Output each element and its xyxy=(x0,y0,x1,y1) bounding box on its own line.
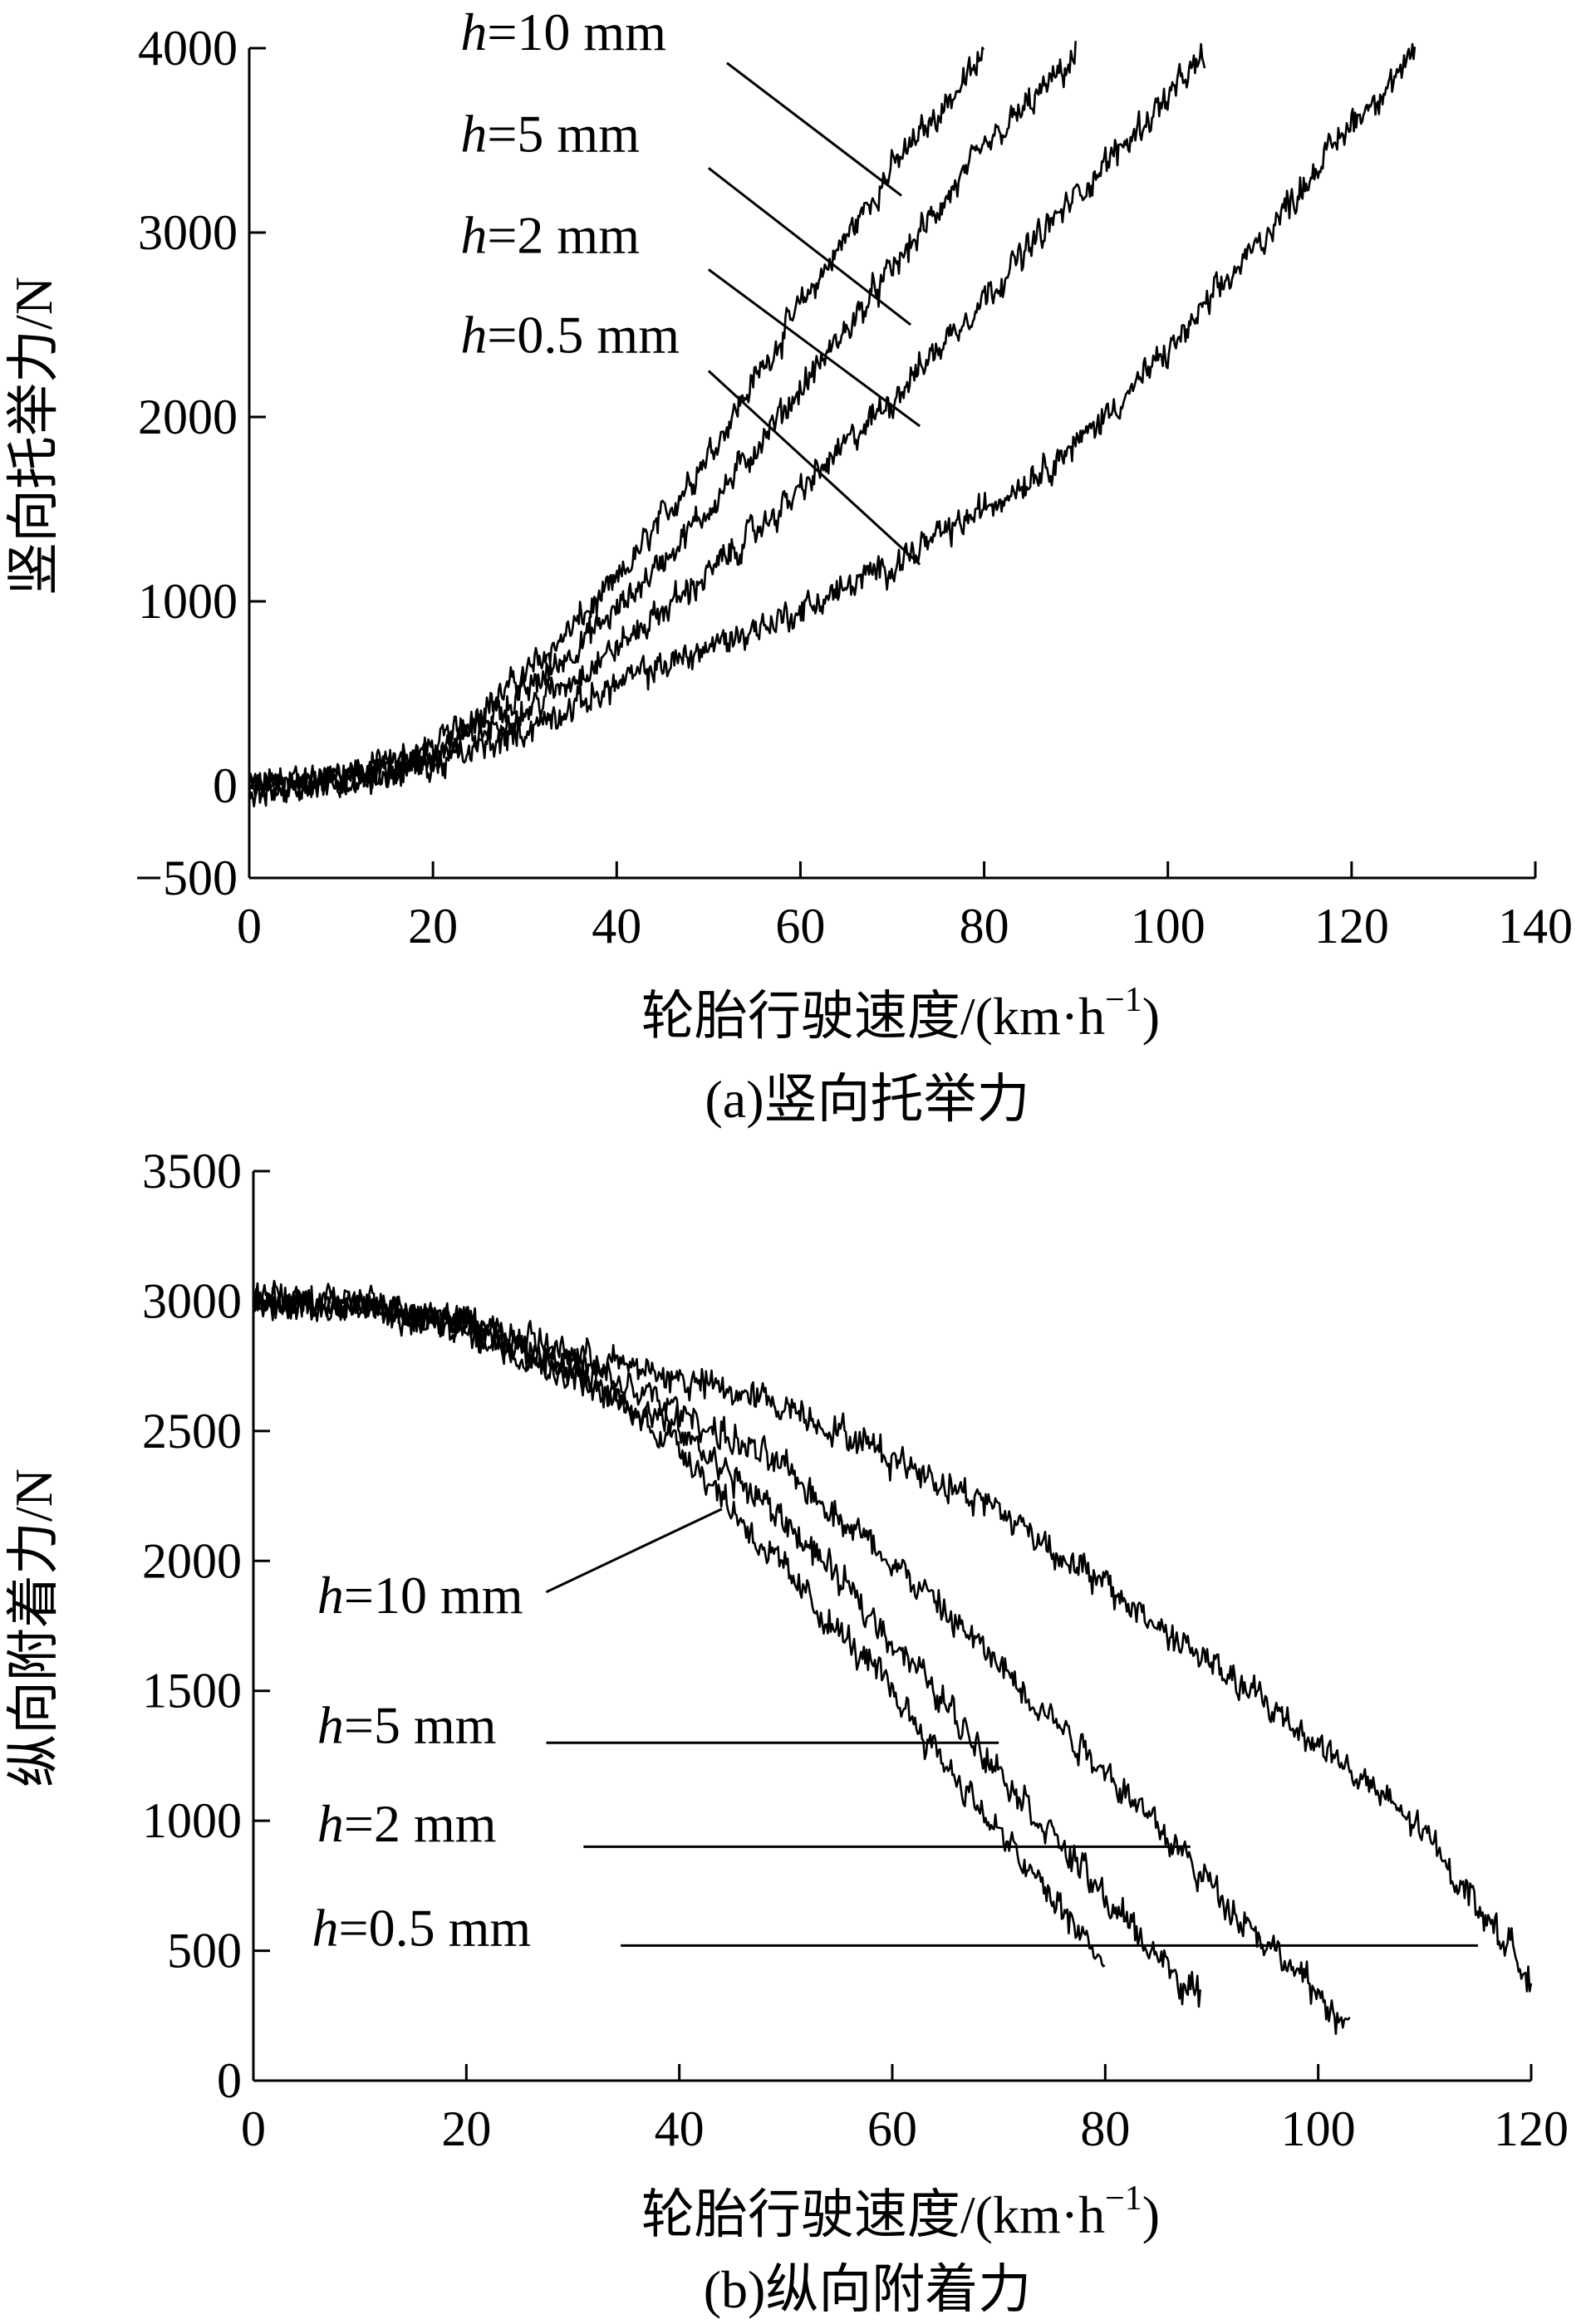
x-axis-label: 轮胎行驶速度/(km·h−1) xyxy=(641,981,1160,1046)
x-tick-label: 60 xyxy=(867,2101,917,2156)
x-axis-label-sup: −1 xyxy=(1105,2179,1142,2218)
annotation-leader xyxy=(545,1508,723,1594)
x-tick-label: 80 xyxy=(960,899,1009,954)
x-tick-label: 40 xyxy=(592,899,641,954)
y-tick-label: 3000 xyxy=(138,205,238,260)
series-label-name: =2 mm xyxy=(344,1794,497,1853)
y-tick-label: 4000 xyxy=(138,21,238,76)
annotation-leader xyxy=(707,370,921,566)
chart-caption: (b)纵向附着力 xyxy=(704,2260,1032,2319)
series-label-var: h xyxy=(317,1566,344,1625)
y-tick-label: 2000 xyxy=(138,390,238,444)
series-label-name: =0.5 mm xyxy=(487,305,680,364)
y-tick-label: 2500 xyxy=(142,1404,242,1459)
x-tick-label: 60 xyxy=(775,899,825,954)
series-label-name: =2 mm xyxy=(487,205,640,264)
x-axis-label: 轮胎行驶速度/(km·h−1) xyxy=(641,2179,1160,2244)
series-line xyxy=(252,1287,1106,1968)
series-label-name: =10 mm xyxy=(487,2,666,61)
x-tick-label: 20 xyxy=(441,2101,491,2156)
series-label: h=0.5 mm xyxy=(312,1898,531,1957)
series-line xyxy=(248,42,1417,802)
y-tick-label: 1500 xyxy=(142,1664,242,1718)
series-label: h=5 mm xyxy=(460,104,640,163)
series-label-name: =5 mm xyxy=(344,1695,497,1754)
chart-longitudinal-adhesion: 0 500 1000 1500 2000 2500 3000 3500 0 20 40 60 80 100… xyxy=(4,1144,1569,2319)
series-label-var: h xyxy=(317,1794,344,1853)
y-tick-label: 1000 xyxy=(138,574,238,629)
x-axis-label-main: 轮胎行驶速度/(km·h xyxy=(641,2185,1105,2244)
series-label-var: h xyxy=(460,305,487,364)
annotation-leader xyxy=(707,268,921,428)
series-label-name: =10 mm xyxy=(344,1566,523,1625)
y-tick-label: 1000 xyxy=(142,1793,242,1848)
series-label-var: h xyxy=(460,2,487,61)
series-label: h=10 mm xyxy=(317,1566,523,1625)
series-label: h=5 mm xyxy=(317,1695,497,1754)
x-tick-label: 0 xyxy=(241,2101,266,2156)
series-label-name: =5 mm xyxy=(487,104,640,163)
series-label: h=2 mm xyxy=(317,1794,497,1853)
x-axis-label-main: 轮胎行驶速度/(km·h xyxy=(641,987,1105,1046)
series-line xyxy=(253,1282,1533,1993)
x-axis-label-tail: ) xyxy=(1142,2185,1160,2244)
x-axis-label-sup: −1 xyxy=(1105,981,1142,1019)
x-tick-label: 100 xyxy=(1131,899,1205,954)
y-tick-label: 3000 xyxy=(142,1273,242,1328)
y-axis-label: 竖向托举力/N xyxy=(4,277,63,596)
series-label: h=2 mm xyxy=(460,205,640,264)
series-label: h=10 mm xyxy=(460,2,666,61)
series-line xyxy=(248,41,1077,808)
x-tick-label: 100 xyxy=(1281,2101,1356,2156)
series-line xyxy=(248,42,1206,804)
y-axis-label: 纵向附着力/N xyxy=(4,1468,63,1787)
x-tick-label: 140 xyxy=(1498,899,1573,954)
y-tick-label: 500 xyxy=(167,1924,242,1978)
series-label-var: h xyxy=(317,1695,344,1754)
x-tick-label: 40 xyxy=(655,2101,705,2156)
series-line xyxy=(252,1283,1351,2036)
annotation-leader xyxy=(707,167,912,326)
x-tick-label: 0 xyxy=(237,899,262,954)
y-tick-label: 3500 xyxy=(142,1144,242,1199)
series-label-var: h xyxy=(312,1898,338,1957)
series-label-var: h xyxy=(460,104,487,163)
annotation-leader xyxy=(726,61,902,197)
x-tick-label: 20 xyxy=(408,899,458,954)
series-line xyxy=(248,47,985,798)
series-line xyxy=(252,1279,1201,2008)
x-tick-label: 120 xyxy=(1494,2101,1569,2156)
y-tick-label: −500 xyxy=(135,851,238,905)
y-tick-label: 2000 xyxy=(142,1533,242,1588)
y-tick-label: 0 xyxy=(217,2053,242,2108)
x-tick-label: 120 xyxy=(1314,899,1389,954)
x-tick-label: 80 xyxy=(1080,2101,1130,2156)
x-axis-label-tail: ) xyxy=(1142,987,1160,1046)
series-label-name: =0.5 mm xyxy=(338,1898,531,1957)
y-tick-label: 0 xyxy=(213,758,238,813)
series-label-var: h xyxy=(460,205,487,264)
series-label: h=0.5 mm xyxy=(460,305,680,364)
chart-caption: (a)竖向托举力 xyxy=(705,1070,1029,1129)
